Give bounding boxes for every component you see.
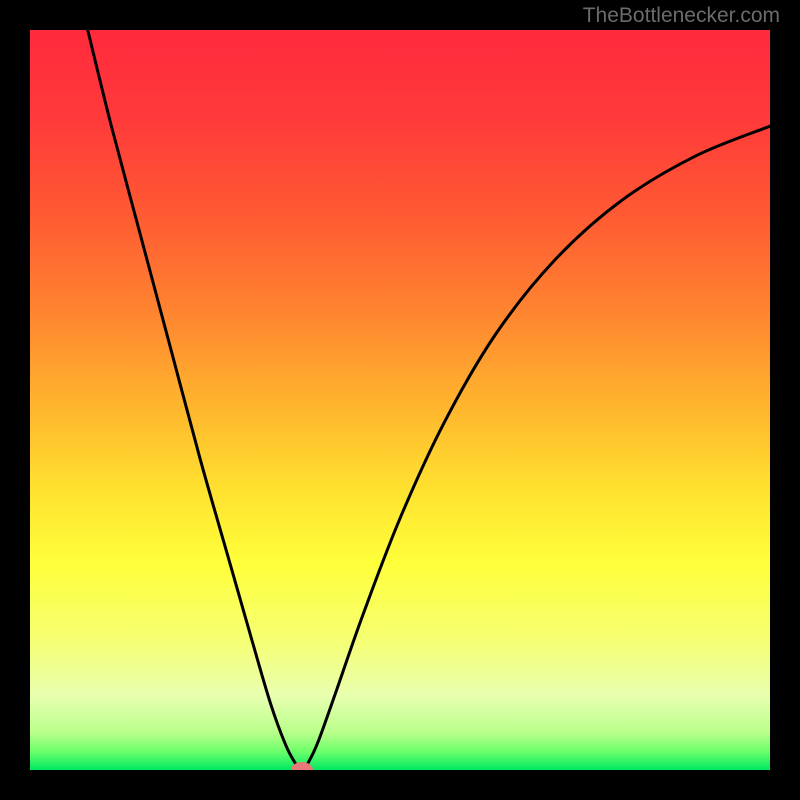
bottleneck-curve: [0, 0, 800, 800]
chart-frame-border: [770, 0, 800, 800]
chart-frame-border: [0, 0, 30, 800]
watermark-text: TheBottlenecker.com: [583, 4, 780, 28]
chart-frame-border: [0, 770, 800, 800]
